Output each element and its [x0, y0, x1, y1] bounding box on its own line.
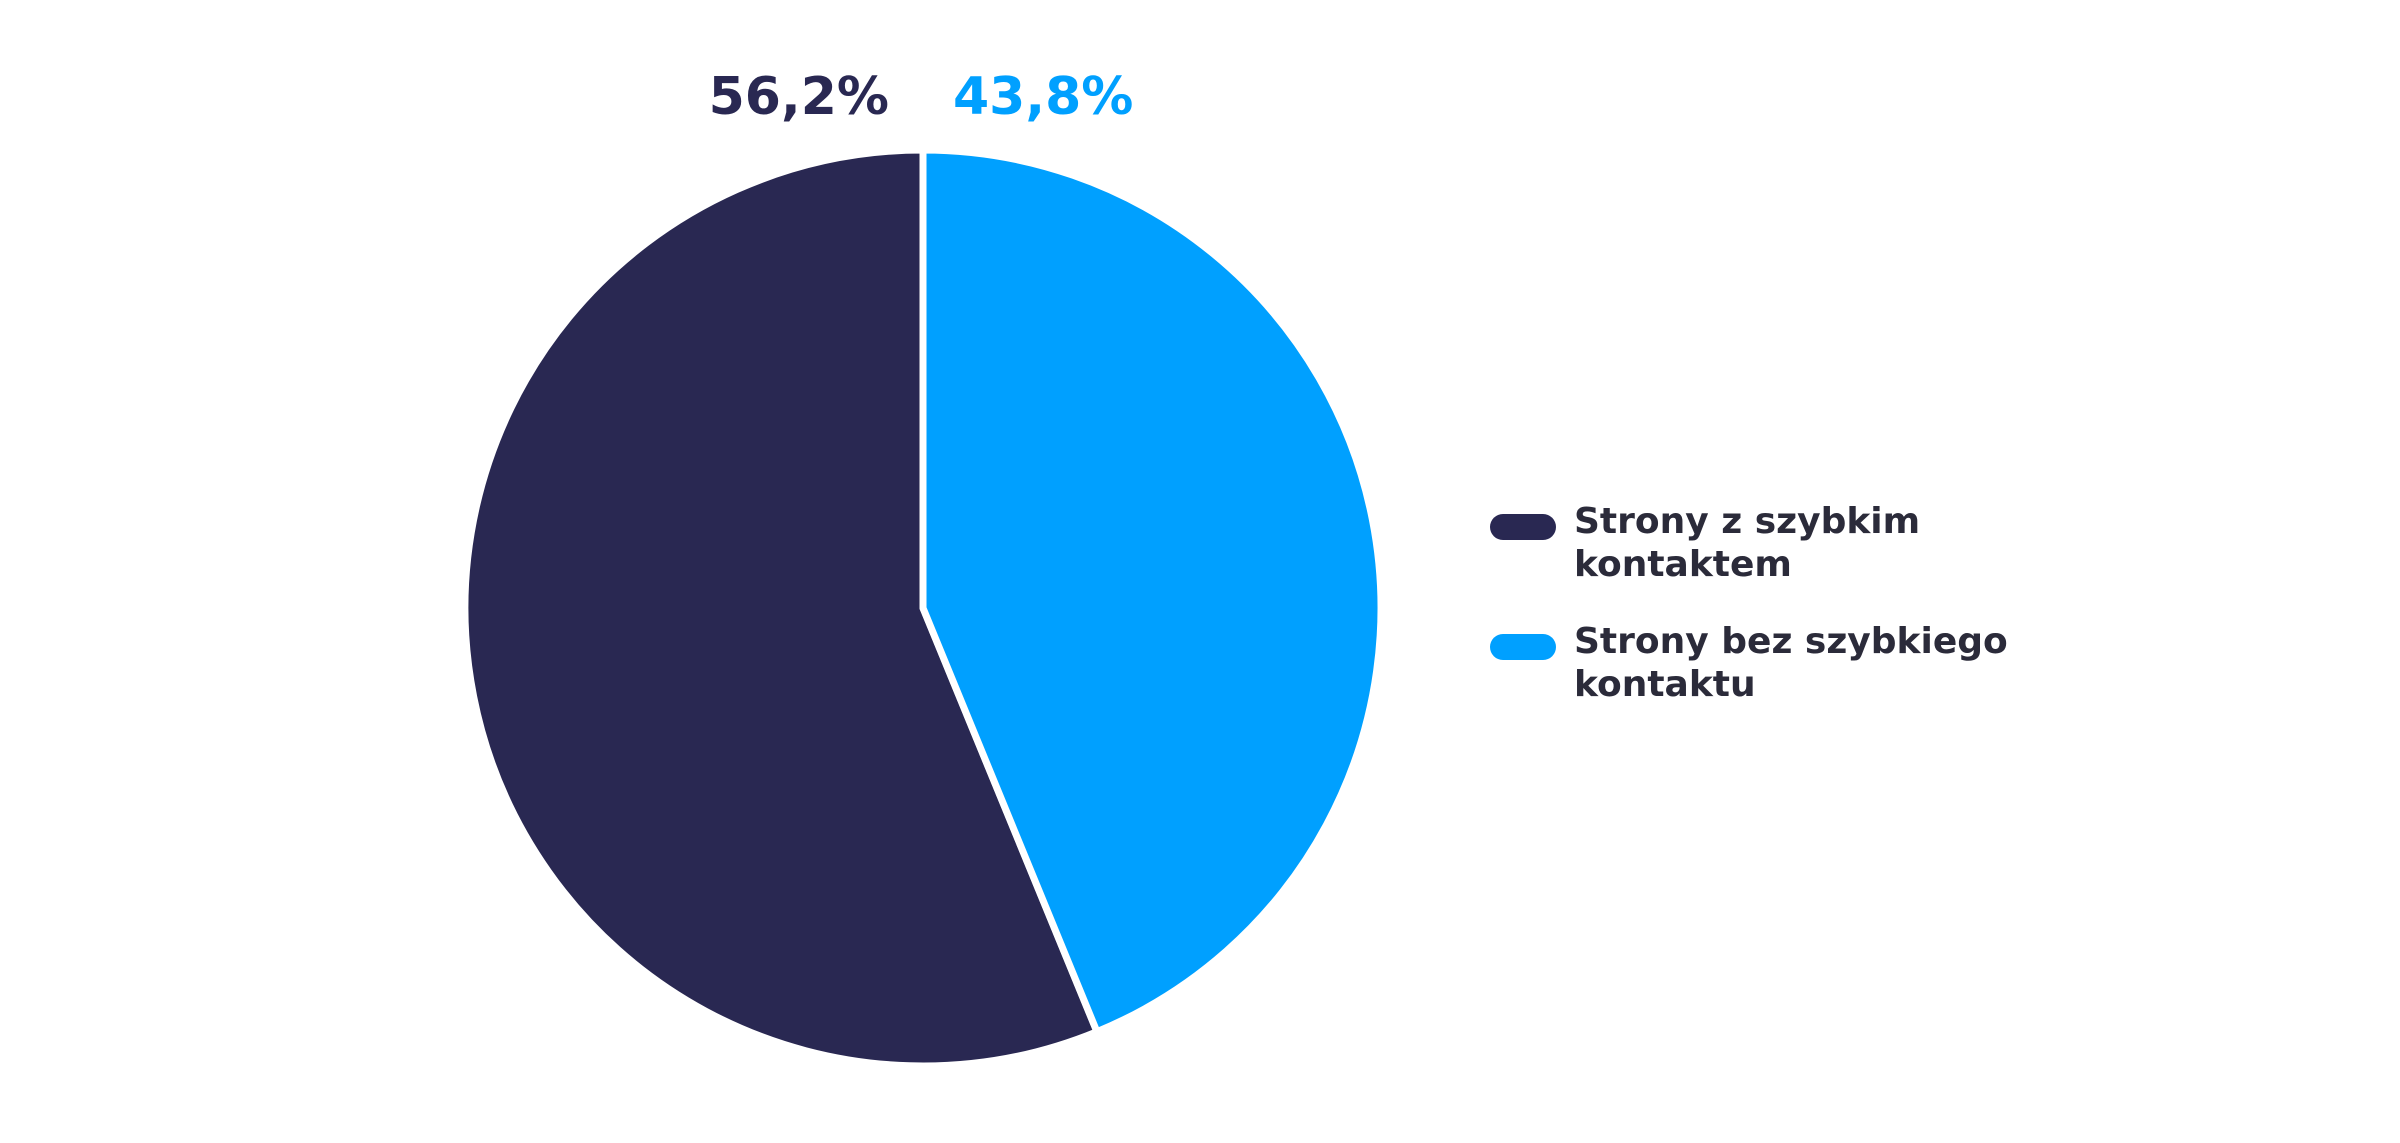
legend-item: Strony z szybkim kontaktem [1490, 500, 2050, 586]
pie-slice [919, 146, 1385, 1036]
legend-label: Strony z szybkim kontaktem [1574, 501, 1921, 585]
legend-label: Strony bez szybkiego kontaktu [1574, 621, 2008, 705]
data-label: 56,2% [709, 67, 889, 127]
pie-slice [461, 146, 1101, 1070]
legend-swatch [1490, 634, 1556, 660]
data-label: 43,8% [953, 67, 1133, 127]
legend-swatch [1490, 514, 1556, 540]
legend: Strony z szybkim kontaktem Strony bez szy… [1490, 500, 2050, 740]
legend-item: Strony bez szybkiego kontaktu [1490, 620, 2050, 706]
